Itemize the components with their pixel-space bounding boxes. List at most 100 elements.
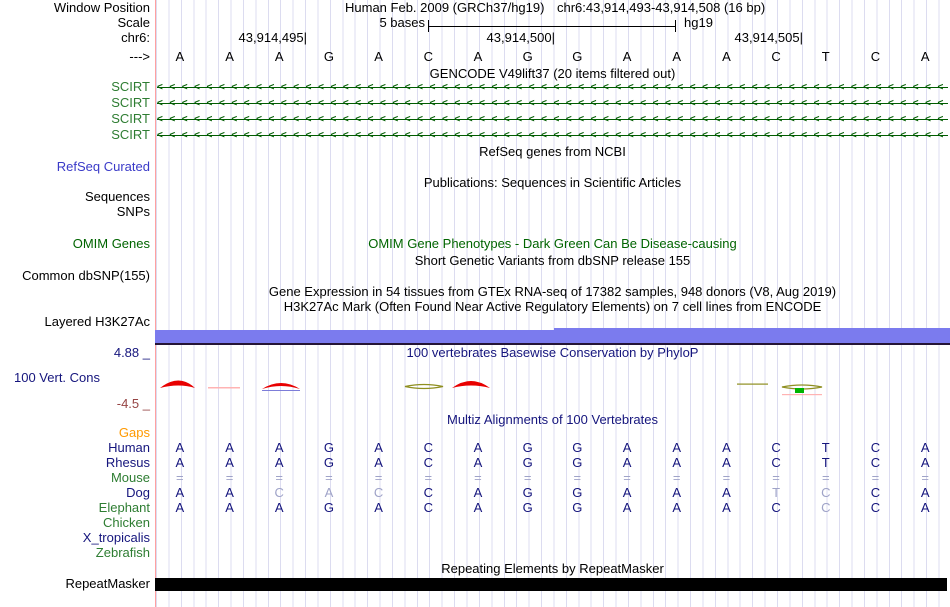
base-cell: = [176,470,184,485]
strand-direction-label: ---> [129,49,150,64]
multiz-row-label-mouse[interactable]: Mouse [110,470,150,485]
base-cell: A [374,500,383,515]
gene-line-3[interactable] [157,119,948,120]
coordinate-tick-2: 43,914,500| [486,30,555,45]
refseq-track-title[interactable]: RefSeq genes from NCBI [479,144,626,159]
track-gridlines [155,0,950,607]
base-cell: G [323,440,334,455]
base-cell: G [572,500,583,515]
base-cell: = [921,470,929,485]
base-cell: A [374,455,383,470]
base-cell: G [572,485,583,500]
publications-track-title[interactable]: Publications: Sequences in Scientific Ar… [423,175,682,190]
base-cell: G [323,500,334,515]
repeatmasker-element-bar[interactable] [155,578,947,591]
base-cell: T [821,49,830,64]
base-cell: A [473,485,483,500]
base-cell: A [622,500,632,515]
base-cell: G [572,440,583,455]
repeatmasker-track-label[interactable]: RepeatMasker [65,576,150,591]
gene-strand-arrows-4: <<<<<<<<<<<<<<<<<<<<<<<<<<<<<<<<<<<<<<<<… [157,130,948,141]
h3k27ac-signal-bar-left[interactable] [155,330,554,344]
base-cell: A [622,440,632,455]
base-cell: = [623,470,631,485]
publications-label-line2[interactable]: SNPs [116,204,150,219]
base-cell: A [722,455,731,470]
h3k27ac-track-label[interactable]: Layered H3K27Ac [44,314,150,329]
conservation-min-value: -4.5 _ [116,396,150,411]
base-cell: A [374,440,383,455]
base-cell: A [225,49,234,64]
base-cell: C [771,455,781,470]
base-cell: = [573,470,582,485]
multiz-row-label-zebrafish[interactable]: Zebrafish [95,545,150,560]
base-cell: G [522,455,533,470]
gene-label-scirt-1[interactable]: SCIRT [111,79,150,94]
base-cell: C [771,440,781,455]
gencode-track-title[interactable]: GENCODE V49lift37 (20 items filtered out… [429,66,676,81]
base-cell: C [423,485,433,500]
base-cell: A [672,455,682,470]
gene-label-scirt-2[interactable]: SCIRT [111,95,150,110]
base-cell: A [175,500,185,515]
base-cell: = [772,470,780,485]
base-cell: A [920,455,930,470]
base-cell: C [870,440,881,455]
base-cell: A [324,485,334,500]
base-cell: A [920,49,930,64]
multiz-row-label-rhesus[interactable]: Rhesus [105,455,150,470]
gtex-track-title[interactable]: Gene Expression in 54 tissues from GTEx … [268,284,837,299]
h3k27ac-signal-bar-right[interactable] [554,328,950,344]
omim-track-label[interactable]: OMIM Genes [72,236,150,251]
multiz-row-label-dog[interactable]: Dog [126,485,150,500]
assembly-short-label: hg19 [684,15,713,30]
gene-label-scirt-4[interactable]: SCIRT [111,127,150,142]
publications-label-line1[interactable]: Sequences [84,189,150,204]
h3k27ac-track-title[interactable]: H3K27Ac Mark (Often Found Near Active Re… [283,299,822,314]
h3k27ac-baseline [155,343,950,345]
conservation-track-title[interactable]: 100 vertebrates Basewise Conservation by… [406,345,699,360]
phylop-peak-1 [160,380,195,388]
dbsnp-track-label[interactable]: Common dbSNP(155) [22,268,150,283]
base-cell: A [920,485,930,500]
base-cell: = [672,470,681,485]
base-cell: T [821,440,830,455]
gene-line-4[interactable] [157,135,948,136]
multiz-row-label-human[interactable]: Human [108,440,150,455]
base-cell: A [722,440,731,455]
phylop-green-mark [795,388,804,393]
multiz-row-label-elephant[interactable]: Elephant [98,500,150,515]
base-cell: = [225,470,234,485]
base-cell: C [870,49,881,64]
gene-label-scirt-3[interactable]: SCIRT [111,111,150,126]
gene-strand-arrows-3: <<<<<<<<<<<<<<<<<<<<<<<<<<<<<<<<<<<<<<<<… [157,114,948,125]
omim-track-title[interactable]: OMIM Gene Phenotypes - Dark Green Can Be… [368,236,737,251]
phylop-lens-2 [781,384,823,390]
base-cell: A [473,455,483,470]
base-cell: A [473,49,483,64]
multiz-row-label-xtropicalis[interactable]: X_tropicalis [82,530,150,545]
multiz-row-label-gaps[interactable]: Gaps [118,425,150,440]
multiz-track-title[interactable]: Multiz Alignments of 100 Vertebrates [446,412,658,427]
multiz-bases-mouse: = = = = = = = = = = = = = = = = [155,471,950,485]
dbsnp-track-title[interactable]: Short Genetic Variants from dbSNP releas… [414,253,691,268]
base-cell: A [672,49,682,64]
phylop-flat-1 [208,387,240,389]
base-cell: G [323,455,334,470]
base-cell: T [772,485,781,500]
conservation-track-label[interactable]: 100 Vert. Cons [14,370,100,385]
gene-line-2[interactable] [157,103,948,104]
base-cell: C [423,455,433,470]
scale-ruler-line [428,26,676,27]
refseq-track-label[interactable]: RefSeq Curated [56,159,150,174]
gene-line-1[interactable] [157,87,948,88]
base-cell: A [672,485,682,500]
base-cell: C [771,49,781,64]
gene-strand-arrows-2: <<<<<<<<<<<<<<<<<<<<<<<<<<<<<<<<<<<<<<<<… [157,98,948,109]
multiz-row-label-chicken[interactable]: Chicken [103,515,150,530]
conservation-wiggle-plot[interactable] [155,350,950,405]
repeatmasker-track-title[interactable]: Repeating Elements by RepeatMasker [441,561,664,576]
base-cell: C [274,485,284,500]
base-cell: A [920,500,930,515]
